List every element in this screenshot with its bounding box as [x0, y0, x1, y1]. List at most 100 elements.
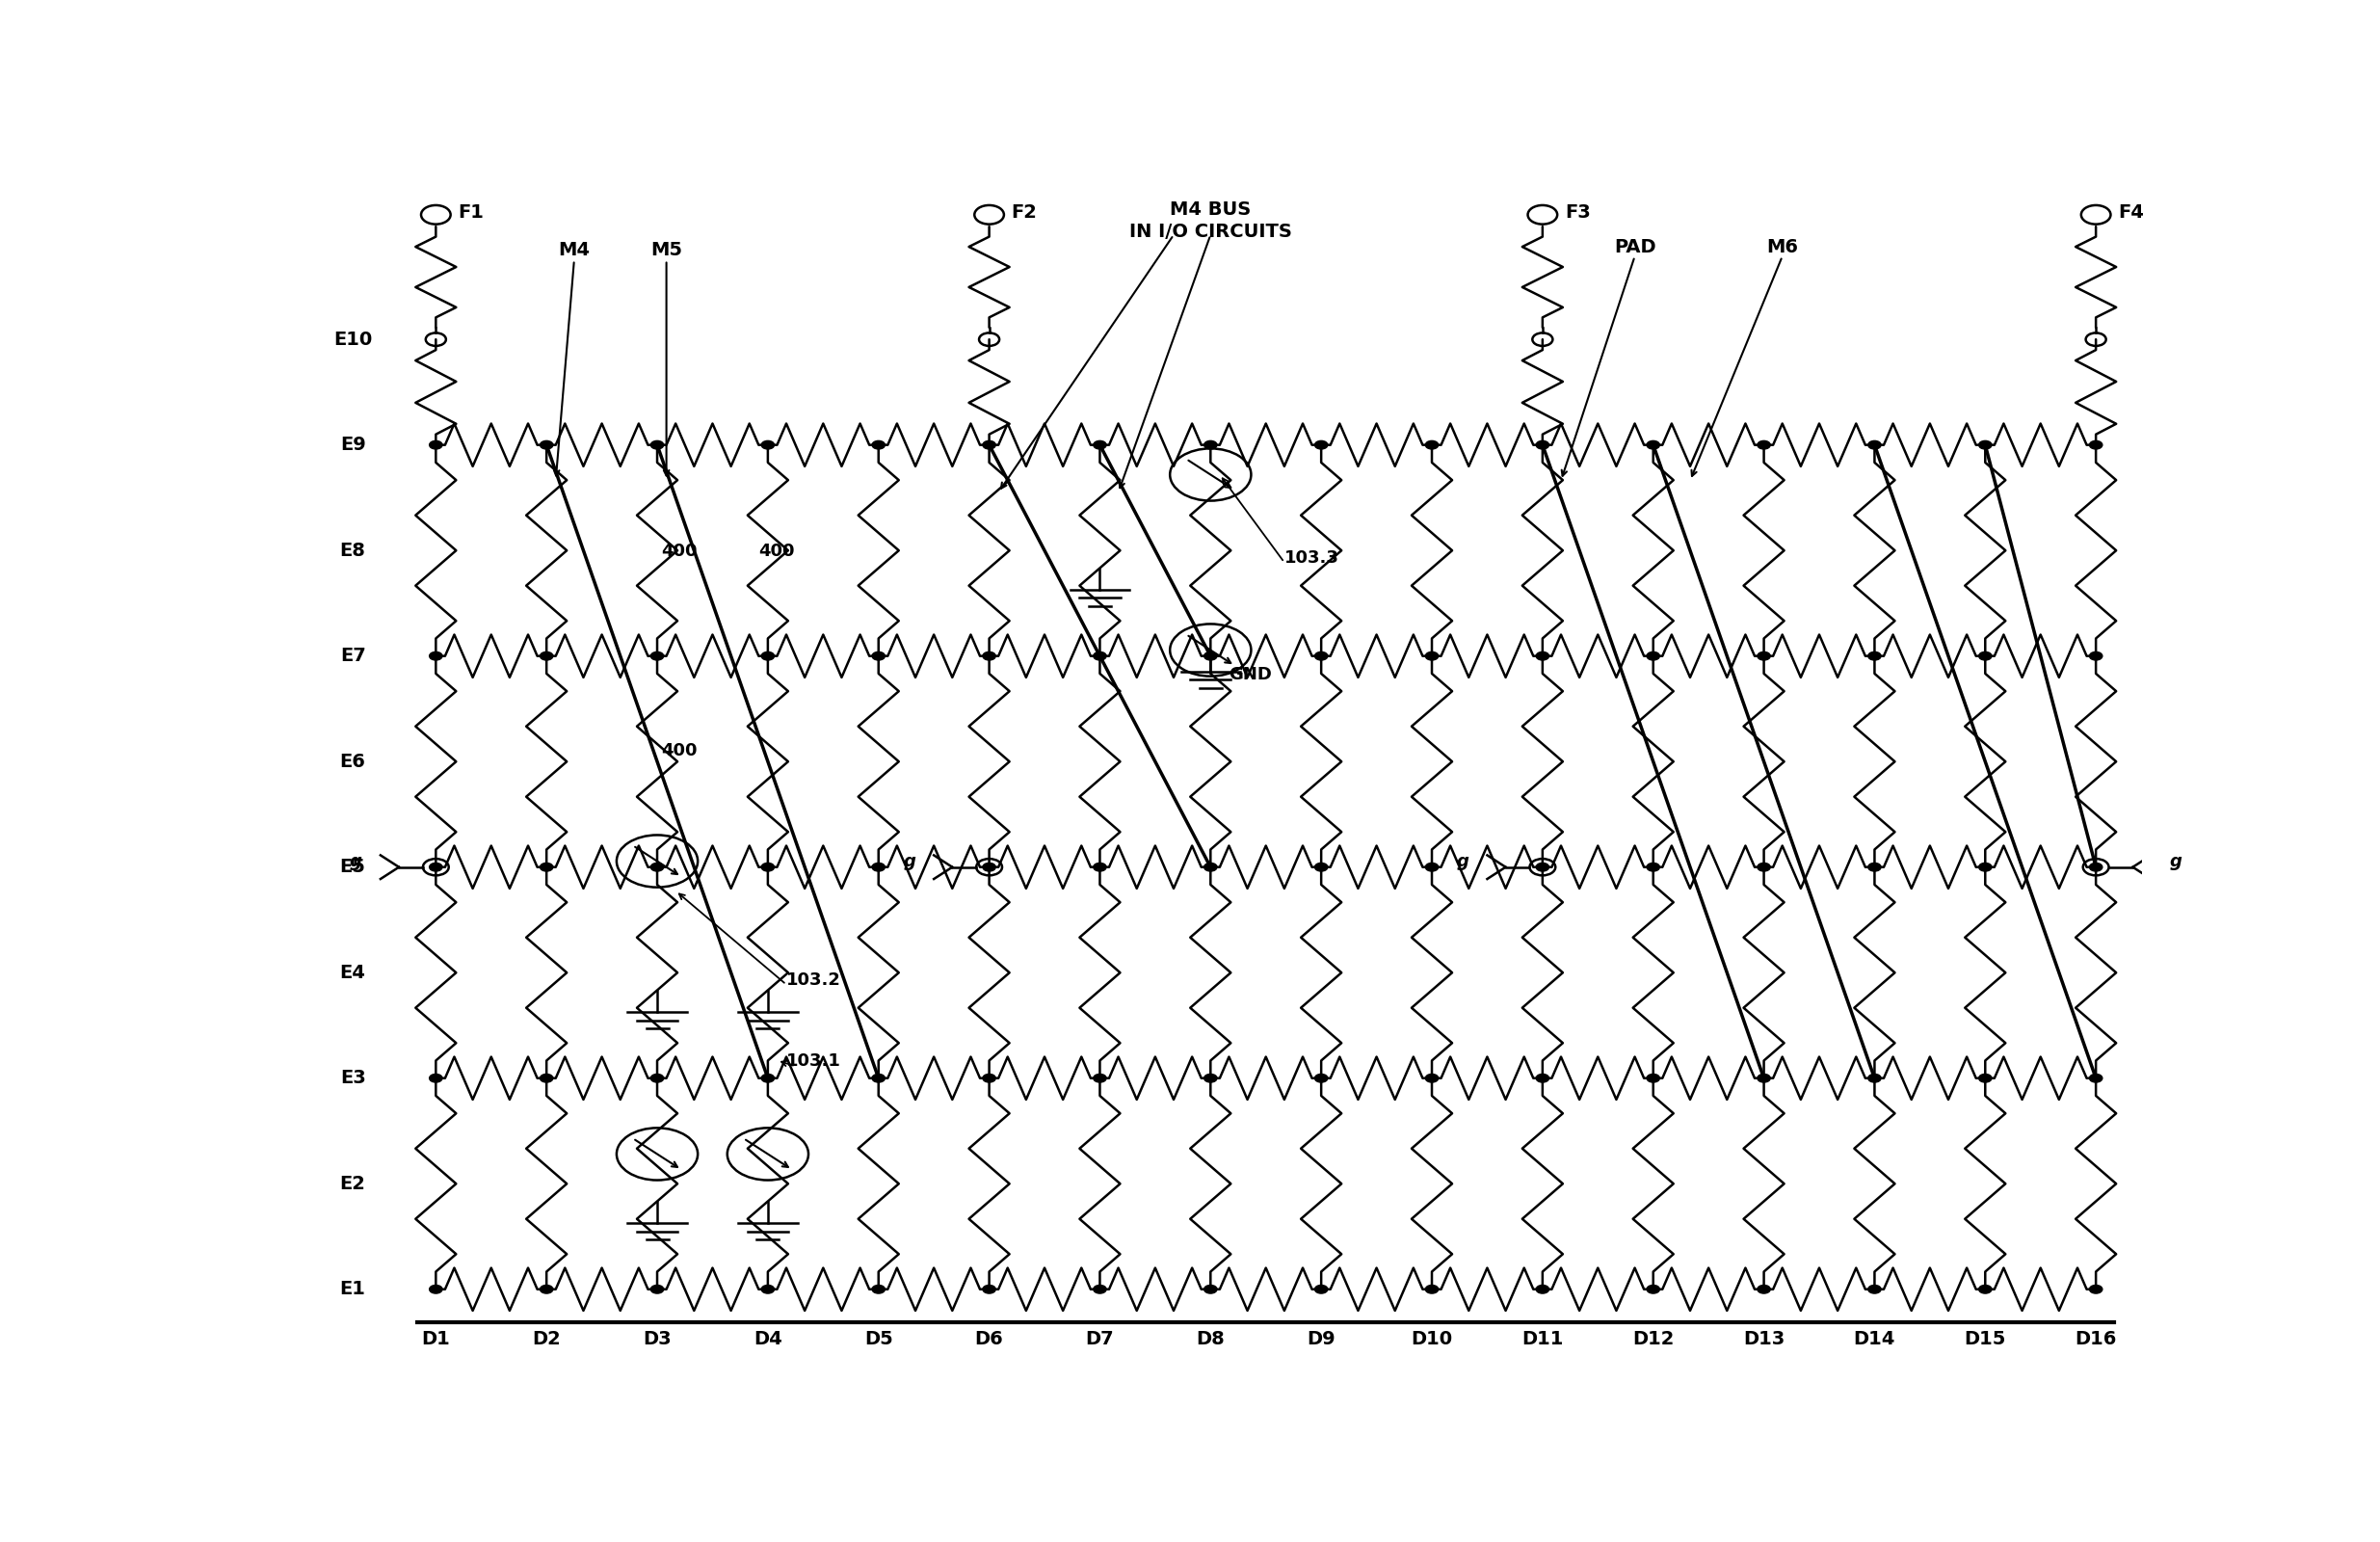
Text: E2: E2: [340, 1175, 367, 1194]
Text: g: g: [902, 853, 916, 870]
Text: D9: D9: [1307, 1331, 1335, 1348]
Circle shape: [1426, 1284, 1438, 1294]
Circle shape: [1756, 441, 1771, 449]
Circle shape: [1647, 1284, 1659, 1294]
Circle shape: [650, 652, 664, 660]
Text: g: g: [2171, 853, 2182, 870]
Circle shape: [540, 864, 552, 871]
Text: E6: E6: [340, 752, 367, 771]
Text: D14: D14: [1854, 1331, 1894, 1348]
Text: D16: D16: [2075, 1331, 2116, 1348]
Text: D8: D8: [1197, 1331, 1226, 1348]
Circle shape: [1647, 1075, 1659, 1082]
Circle shape: [1978, 441, 1992, 449]
Circle shape: [428, 441, 443, 449]
Circle shape: [983, 1284, 995, 1294]
Circle shape: [650, 864, 664, 871]
Text: M4: M4: [559, 241, 590, 259]
Circle shape: [1868, 1284, 1880, 1294]
Circle shape: [428, 1284, 443, 1294]
Text: M6: M6: [1766, 237, 1799, 256]
Text: 400: 400: [759, 543, 795, 560]
Text: D12: D12: [1633, 1331, 1673, 1348]
Circle shape: [2090, 1075, 2102, 1082]
Circle shape: [428, 864, 443, 871]
Circle shape: [762, 1075, 774, 1082]
Text: 400: 400: [662, 543, 697, 560]
Circle shape: [540, 1284, 552, 1294]
Circle shape: [1314, 441, 1328, 449]
Circle shape: [871, 652, 885, 660]
Circle shape: [650, 441, 664, 449]
Text: E4: E4: [340, 964, 367, 982]
Circle shape: [1092, 864, 1107, 871]
Text: E9: E9: [340, 436, 367, 453]
Circle shape: [1647, 652, 1659, 660]
Text: 103.3: 103.3: [1285, 549, 1340, 566]
Circle shape: [650, 1075, 664, 1082]
Text: PAD: PAD: [1614, 237, 1656, 256]
Circle shape: [2090, 652, 2102, 660]
Text: D11: D11: [1521, 1331, 1564, 1348]
Circle shape: [2090, 441, 2102, 449]
Text: M4 BUS
IN I/O CIRCUITS: M4 BUS IN I/O CIRCUITS: [1128, 200, 1292, 241]
Text: D13: D13: [1742, 1331, 1785, 1348]
Circle shape: [540, 441, 552, 449]
Text: D2: D2: [533, 1331, 562, 1348]
Circle shape: [1314, 1075, 1328, 1082]
Circle shape: [1756, 1075, 1771, 1082]
Circle shape: [1535, 652, 1549, 660]
Circle shape: [1978, 1284, 1992, 1294]
Circle shape: [1092, 1284, 1107, 1294]
Circle shape: [1535, 864, 1549, 871]
Circle shape: [871, 441, 885, 449]
Text: g: g: [1457, 853, 1468, 870]
Text: 400: 400: [662, 742, 697, 760]
Text: D7: D7: [1085, 1331, 1114, 1348]
Circle shape: [540, 652, 552, 660]
Circle shape: [1426, 1075, 1438, 1082]
Text: E7: E7: [340, 646, 367, 665]
Circle shape: [2090, 1284, 2102, 1294]
Circle shape: [1092, 441, 1107, 449]
Text: D15: D15: [1964, 1331, 2006, 1348]
Circle shape: [762, 441, 774, 449]
Circle shape: [871, 1284, 885, 1294]
Circle shape: [762, 1284, 774, 1294]
Text: E10: E10: [333, 330, 371, 348]
Text: D6: D6: [976, 1331, 1004, 1348]
Circle shape: [871, 864, 885, 871]
Circle shape: [1868, 441, 1880, 449]
Circle shape: [1092, 1075, 1107, 1082]
Circle shape: [1426, 864, 1438, 871]
Text: D3: D3: [643, 1331, 671, 1348]
Circle shape: [428, 1075, 443, 1082]
Circle shape: [983, 441, 995, 449]
Circle shape: [1535, 1075, 1549, 1082]
Circle shape: [1535, 1284, 1549, 1294]
Circle shape: [1204, 652, 1216, 660]
Circle shape: [1978, 652, 1992, 660]
Circle shape: [428, 652, 443, 660]
Text: E1: E1: [340, 1280, 367, 1298]
Circle shape: [762, 652, 774, 660]
Text: M5: M5: [650, 241, 683, 259]
Circle shape: [1426, 441, 1438, 449]
Circle shape: [1535, 441, 1549, 449]
Circle shape: [1868, 864, 1880, 871]
Text: F2: F2: [1012, 204, 1038, 222]
Circle shape: [1647, 864, 1659, 871]
Circle shape: [650, 1284, 664, 1294]
Text: E5: E5: [340, 857, 367, 876]
Circle shape: [1204, 864, 1216, 871]
Text: D10: D10: [1411, 1331, 1452, 1348]
Circle shape: [1426, 652, 1438, 660]
Text: F4: F4: [2118, 204, 2144, 222]
Circle shape: [1978, 1075, 1992, 1082]
Circle shape: [2090, 864, 2102, 871]
Circle shape: [1314, 652, 1328, 660]
Circle shape: [762, 864, 774, 871]
Circle shape: [1978, 864, 1992, 871]
Text: E8: E8: [340, 541, 367, 560]
Circle shape: [983, 1075, 995, 1082]
